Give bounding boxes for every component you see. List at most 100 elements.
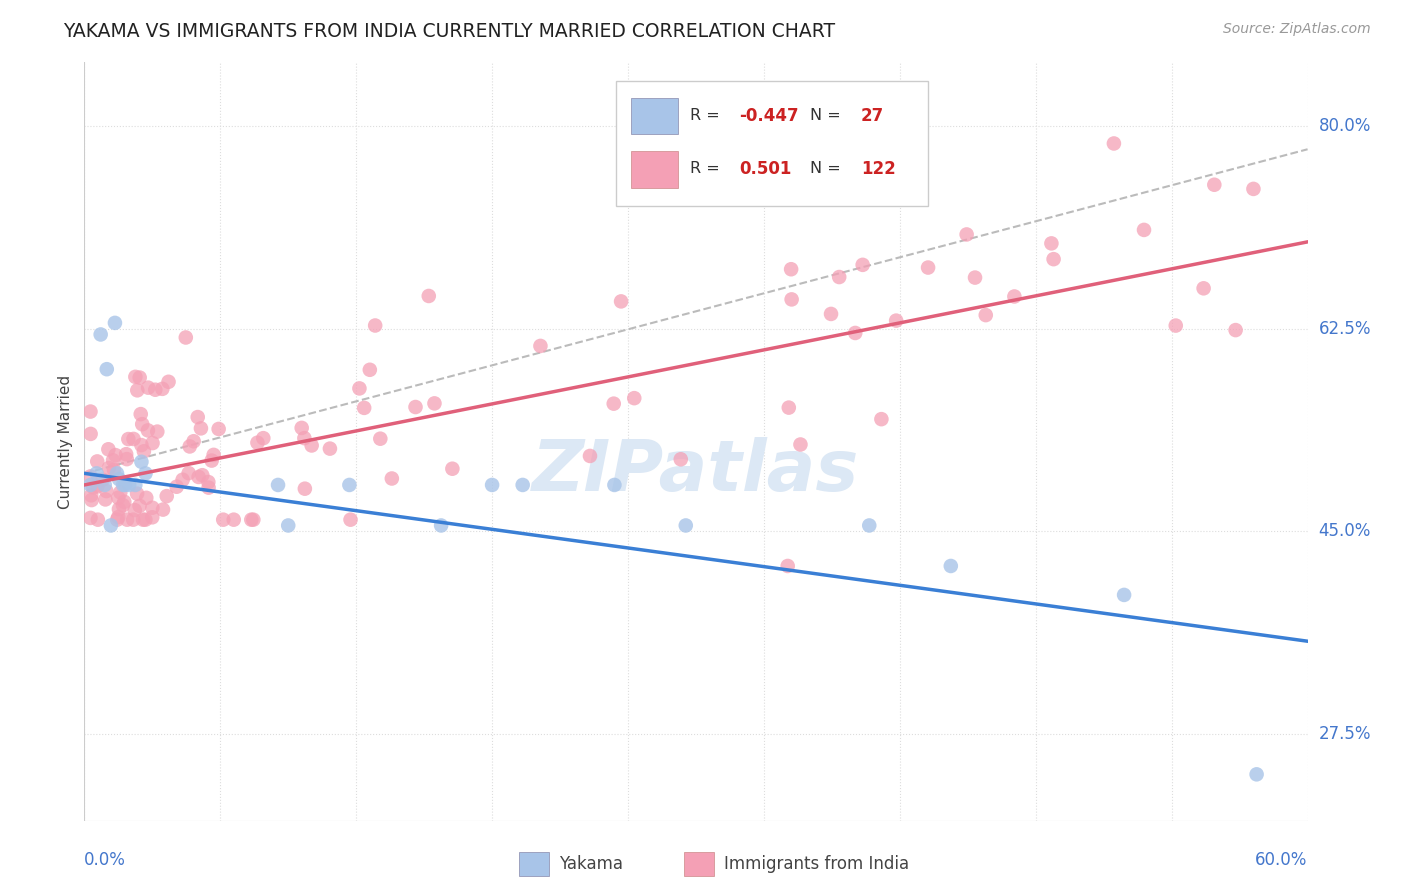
Text: R =: R = [690, 108, 724, 123]
Point [104, 448, 127, 462]
Point [1102, 136, 1125, 151]
Text: Source: ZipAtlas.com: Source: ZipAtlas.com [1223, 22, 1371, 37]
Text: 60.0%: 60.0% [1256, 851, 1308, 869]
Point [105, 467, 128, 481]
Point [124, 369, 146, 384]
Point [132, 444, 155, 458]
Point [124, 478, 146, 492]
Point [1246, 767, 1268, 781]
Point [197, 475, 219, 489]
Bar [631, 98, 678, 135]
Text: 27: 27 [860, 106, 884, 125]
Point [277, 518, 299, 533]
Point [828, 270, 851, 285]
Point [127, 384, 149, 398]
Point [858, 518, 880, 533]
Point [174, 330, 197, 344]
Point [956, 227, 979, 242]
Bar [519, 852, 550, 876]
Point [603, 478, 626, 492]
Point [79, 478, 101, 492]
Point [267, 478, 290, 492]
Point [917, 260, 939, 275]
Point [97, 461, 120, 475]
Point [339, 513, 361, 527]
Point [844, 326, 866, 340]
Point [117, 432, 139, 446]
Point [105, 513, 128, 527]
Point [96, 484, 118, 499]
Point [623, 391, 645, 405]
Point [143, 383, 166, 397]
Point [789, 437, 811, 451]
Point [111, 498, 134, 512]
Point [430, 518, 453, 533]
Point [240, 513, 263, 527]
Point [114, 478, 136, 492]
Text: 0.501: 0.501 [738, 160, 792, 178]
Point [780, 293, 803, 307]
Point [115, 452, 138, 467]
Point [1133, 223, 1156, 237]
Point [190, 421, 212, 435]
Point [86, 479, 108, 493]
Text: 80.0%: 80.0% [1319, 117, 1371, 135]
Point [1241, 182, 1264, 196]
Point [136, 424, 159, 438]
Point [610, 294, 633, 309]
Point [132, 513, 155, 527]
Point [1164, 318, 1187, 333]
Point [579, 449, 602, 463]
Point [166, 480, 188, 494]
Point [1192, 281, 1215, 295]
Point [603, 397, 626, 411]
Point [91, 473, 114, 487]
Text: N =: N = [810, 108, 845, 123]
Point [115, 513, 138, 527]
Point [405, 400, 427, 414]
Point [90, 327, 112, 342]
Point [86, 454, 108, 468]
Point [101, 453, 124, 467]
Point [963, 270, 986, 285]
Text: -0.447: -0.447 [738, 106, 799, 125]
Point [79, 404, 101, 418]
Point [301, 438, 323, 452]
FancyBboxPatch shape [616, 81, 928, 207]
Point [110, 485, 132, 500]
Point [141, 510, 163, 524]
Point [418, 289, 440, 303]
Point [82, 480, 104, 494]
Point [529, 339, 551, 353]
Point [669, 452, 692, 467]
Point [135, 467, 157, 481]
Point [368, 432, 391, 446]
Point [96, 362, 118, 376]
Point [1002, 289, 1025, 303]
Point [124, 503, 146, 517]
Text: YAKAMA VS IMMIGRANTS FROM INDIA CURRENTLY MARRIED CORRELATION CHART: YAKAMA VS IMMIGRANTS FROM INDIA CURRENTL… [63, 22, 835, 41]
Point [152, 502, 174, 516]
Point [870, 412, 893, 426]
Point [157, 375, 180, 389]
Point [107, 510, 129, 524]
Point [187, 410, 209, 425]
Text: 0.0%: 0.0% [84, 851, 127, 869]
Point [1225, 323, 1247, 337]
Point [202, 448, 225, 462]
Text: R =: R = [690, 161, 724, 176]
Point [776, 559, 799, 574]
Point [291, 421, 314, 435]
Point [1040, 236, 1063, 251]
Point [319, 442, 342, 456]
Point [201, 453, 224, 467]
Point [197, 481, 219, 495]
Point [136, 381, 159, 395]
Point [512, 478, 534, 492]
Point [79, 426, 101, 441]
Point [97, 442, 120, 457]
Point [187, 470, 209, 484]
Point [135, 491, 157, 505]
Point [481, 478, 503, 492]
Point [122, 432, 145, 446]
